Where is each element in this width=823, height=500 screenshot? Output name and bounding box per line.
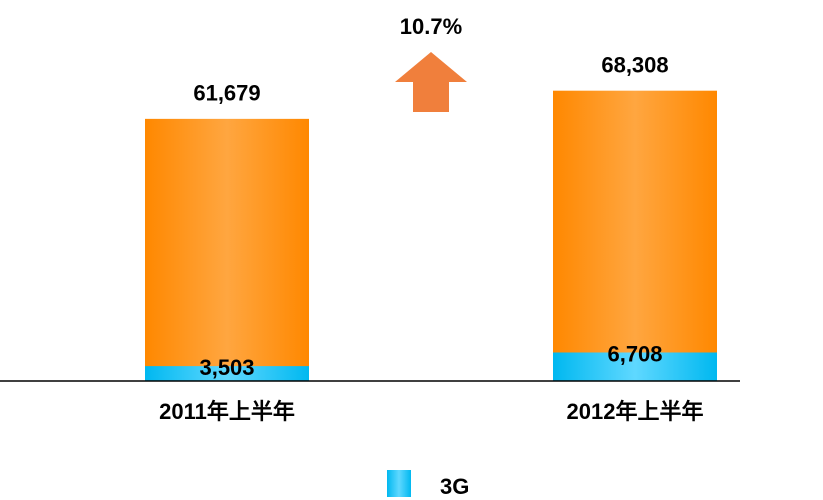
up-arrow	[395, 52, 467, 112]
x-tick-label: 2012年上半年	[567, 399, 704, 424]
x-tick-label: 2011年上半年	[159, 399, 295, 424]
legend-swatch	[387, 470, 411, 497]
bar-3g	[553, 352, 717, 381]
legend-label: 3G	[440, 474, 469, 499]
bar-3g	[145, 366, 309, 381]
annotation: 10.7%	[400, 14, 462, 39]
value-label: 3,503	[199, 355, 254, 380]
total-bar	[553, 90, 717, 381]
total-label: 61,679	[193, 81, 260, 106]
total-label: 68,308	[601, 53, 668, 78]
value-label: 6,708	[607, 341, 662, 366]
total-bar	[145, 118, 309, 381]
